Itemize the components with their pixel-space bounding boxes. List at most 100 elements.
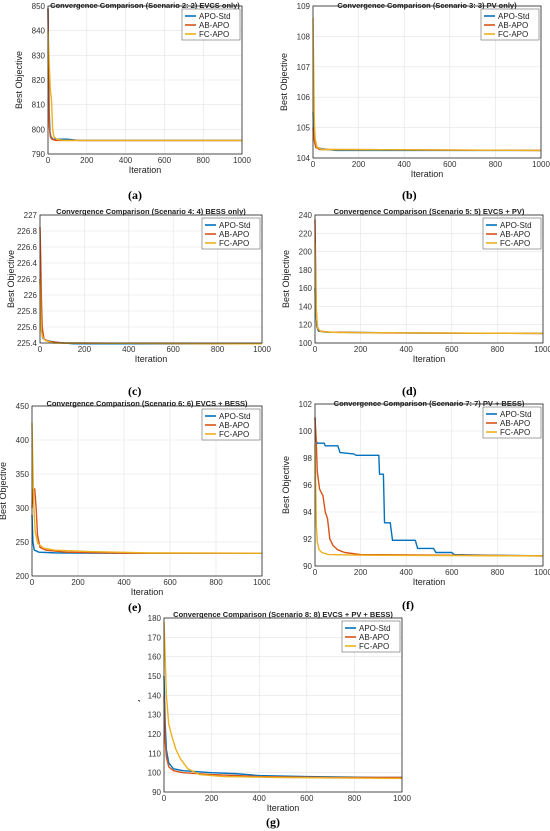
x-tick-label: 200 [205,794,219,803]
y-tick-label: 225.6 [17,323,38,332]
x-tick-label: 600 [163,578,177,587]
x-tick-label: 0 [313,568,318,577]
y-tick-label: 227 [24,211,38,220]
x-tick-label: 1000 [393,794,411,803]
x-tick-label: 400 [398,160,412,169]
plot-frame [47,5,243,155]
y-tick-label: 150 [148,672,162,681]
y-tick-label: 90 [152,788,161,797]
series-line-fc-apo [47,30,242,142]
y-tick-label: 350 [16,470,30,479]
y-tick-label: 140 [148,691,162,700]
x-axis-label: Iteration [413,577,446,587]
x-tick-label: 800 [197,156,211,165]
y-tick-label: 109 [297,2,311,11]
legend-label: FC-APO [500,239,530,248]
x-axis-label: Iteration [129,165,162,175]
y-tick-label: 92 [303,535,312,544]
y-tick-label: 220 [299,229,313,238]
legend-label: FC-APO [498,30,528,39]
y-tick-label: 226.6 [17,243,38,252]
chart-panel-c: 0 200 400 600 800 1000 225.4 225.6 225.8 226 226.2… [0,205,275,385]
y-tick-label: 225.8 [17,307,38,316]
y-tick-label: 226.4 [17,259,38,268]
x-tick-label: 0 [38,345,43,354]
chart-svg-f: 0 200 400 600 800 1000 90 92 94 96 98 100 102 Converg… [281,399,550,587]
y-axis-label: Best Objective [281,456,291,514]
legend-label: APO-Std [219,221,251,230]
series-line-fc-apo [312,18,542,152]
y-tick-label: 200 [299,248,313,257]
y-tick-label: 250 [16,538,30,547]
x-tick-label: 400 [400,568,414,577]
y-tick-label: 830 [32,51,46,60]
series-line-apo-std [314,417,544,557]
y-tick-label: 105 [297,124,311,133]
caption-d: (d) [402,384,417,398]
chart-title: Convergence Comparison (Scenario 8: 8) E… [173,610,393,619]
x-tick-label: 800 [211,345,225,354]
x-tick-label: 1000 [532,160,550,169]
x-tick-label: 400 [400,345,414,354]
x-tick-label: 800 [491,345,505,354]
y-axis-label: Best Objective [6,250,16,308]
y-tick-label: 96 [303,481,312,490]
x-tick-label: 400 [122,345,136,354]
x-tick-label: 200 [354,345,368,354]
plot-frame [31,405,263,577]
y-tick-label: 820 [32,76,46,85]
y-axis-label: Best Objective [0,462,8,520]
y-tick-label: 800 [32,125,46,134]
series-line-fc-apo [163,621,403,780]
x-tick-label: 800 [209,578,223,587]
x-tick-label: 400 [253,794,267,803]
chart-panel-f: 0 200 400 600 800 1000 90 92 94 96 98 100 102 Converg… [275,398,550,598]
y-tick-label: 104 [297,154,311,163]
y-tick-label: 100 [299,339,313,348]
chart-panel-g: 0 200 400 600 800 1000 90 100 110 120 130 140 150 160… [138,608,413,813]
x-tick-label: 1000 [253,345,271,354]
x-tick-label: 200 [354,568,368,577]
y-axis-label: Best Objective [14,51,24,109]
chart-svg-g: 0 200 400 600 800 1000 90 100 110 120 130 140 150 160… [138,610,411,813]
y-tick-label: 102 [299,400,313,409]
x-tick-label: 0 [311,160,316,169]
x-tick-label: 200 [71,578,85,587]
series-line-fc-apo [314,242,544,335]
y-tick-label: 225.4 [17,339,38,348]
y-tick-label: 98 [303,454,312,463]
chart-title: Convergence Comparison (Scenario 5: 5) E… [334,207,525,216]
x-tick-label: 600 [158,156,172,165]
y-tick-label: 106 [297,93,311,102]
y-axis-label: Best Objective [279,53,289,111]
x-tick-label: 800 [491,568,505,577]
plot-frame [314,403,544,567]
legend-label: AB-APO [219,230,249,239]
chart-svg-c: 0 200 400 600 800 1000 225.4 225.6 225.8 226 226.2… [6,207,271,364]
x-tick-label: 200 [352,160,366,169]
y-tick-label: 450 [16,402,30,411]
chart-panel-e: 0 200 400 600 800 1000 200 250 300 350 400 450 Conve… [0,398,270,598]
y-tick-label: 120 [148,730,162,739]
legend-label: FC-APO [219,430,249,439]
x-tick-label: 0 [313,345,318,354]
y-tick-label: 100 [299,427,313,436]
legend-label: AB-APO [359,633,389,642]
y-tick-label: 400 [16,436,30,445]
chart-title: Convergence Comparison (Scenario 7: 7) P… [334,399,525,408]
x-axis-label: Iteration [411,169,444,179]
legend-label: FC-APO [199,30,229,39]
y-tick-label: 100 [148,769,162,778]
legend-label: APO-Std [359,624,391,633]
legend-label: APO-Std [500,410,532,419]
x-tick-label: 200 [80,156,94,165]
y-tick-label: 180 [148,614,162,623]
legend-label: AB-APO [500,419,530,428]
caption-b: (b) [402,188,417,202]
y-tick-label: 200 [16,572,30,581]
x-tick-label: 0 [30,578,35,587]
y-tick-label: 108 [297,32,311,41]
